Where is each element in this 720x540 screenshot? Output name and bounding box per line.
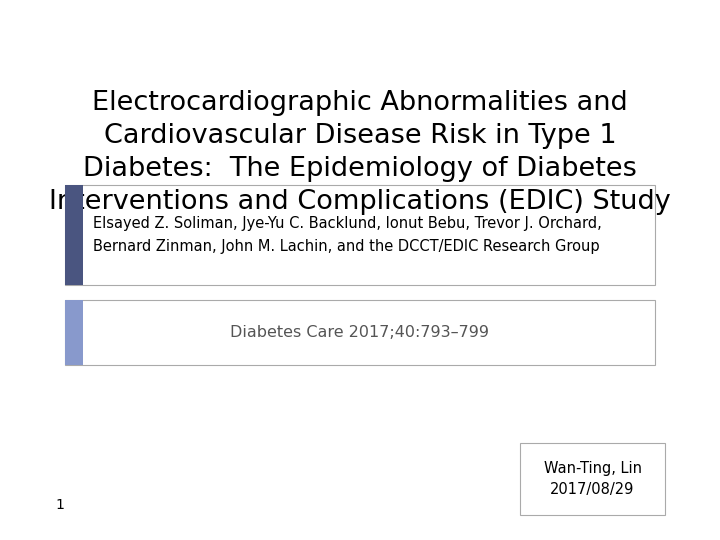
Bar bbox=[65, 185, 655, 285]
Bar bbox=[65, 300, 83, 365]
Text: 1: 1 bbox=[55, 498, 64, 512]
Bar bbox=[65, 185, 83, 285]
Text: Wan-Ting, Lin
2017/08/29: Wan-Ting, Lin 2017/08/29 bbox=[544, 461, 642, 497]
Bar bbox=[520, 443, 665, 515]
Text: Electrocardiographic Abnormalities and
Cardiovascular Disease Risk in Type 1
Dia: Electrocardiographic Abnormalities and C… bbox=[49, 90, 671, 215]
Bar bbox=[65, 300, 655, 365]
Text: Elsayed Z. Soliman, Jye-Yu C. Backlund, Ionut Bebu, Trevor J. Orchard,
Bernard Z: Elsayed Z. Soliman, Jye-Yu C. Backlund, … bbox=[93, 217, 602, 254]
Text: Diabetes Care 2017;40:793–799: Diabetes Care 2017;40:793–799 bbox=[230, 325, 490, 340]
